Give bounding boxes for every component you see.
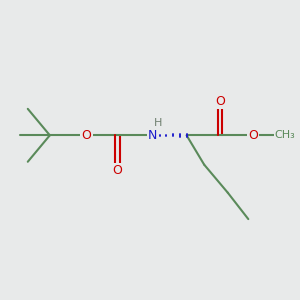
Text: O: O bbox=[215, 95, 225, 108]
Text: H: H bbox=[154, 118, 162, 128]
Text: O: O bbox=[82, 129, 92, 142]
Text: O: O bbox=[112, 164, 122, 177]
Text: CH₃: CH₃ bbox=[275, 130, 296, 140]
Text: O: O bbox=[248, 129, 258, 142]
Text: N: N bbox=[148, 129, 158, 142]
